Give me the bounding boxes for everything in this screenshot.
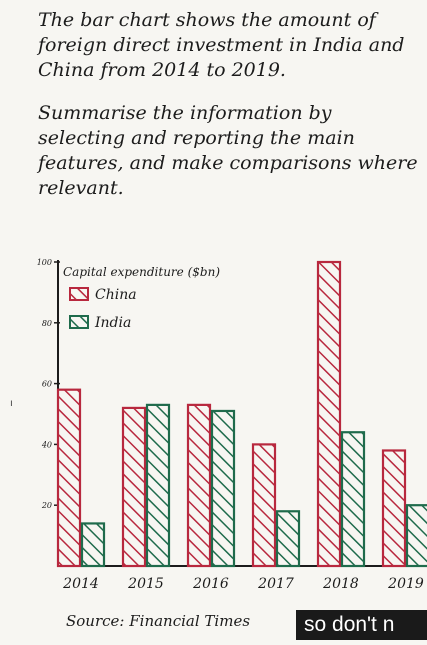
bar-china-2017 <box>253 444 275 566</box>
bar-series <box>58 262 427 566</box>
legend-swatch-india <box>70 316 88 328</box>
bar-chart: Capital expenditure ($bn) China India 20 4… <box>0 250 427 610</box>
source-label: Source: Financial Times <box>66 612 250 630</box>
x-tick-label: 2019 <box>387 576 424 592</box>
prompt-paragraph-2: Summarise the information by selecting a… <box>38 101 424 201</box>
x-tick-label: 2017 <box>257 576 294 592</box>
prompt-paragraph-1: The bar chart shows the amount of foreig… <box>38 8 424 83</box>
y-tick-label: 100 <box>37 258 52 267</box>
bar-india-2015 <box>147 405 169 566</box>
bar-india-2017 <box>277 511 299 566</box>
bar-india-2016 <box>212 411 234 566</box>
x-tick-labels: 2014 2015 2016 2017 2018 2019 <box>62 576 424 592</box>
bar-china-2019 <box>383 450 405 566</box>
bar-china-2015 <box>123 408 145 566</box>
y-tick-label: 60 <box>42 380 52 389</box>
y-tick-label: 20 <box>41 501 52 510</box>
bar-china-2014 <box>58 390 80 566</box>
legend-label-china: China <box>95 287 137 303</box>
x-tick-label: 2016 <box>192 576 229 592</box>
y-axis-label: Capital expenditure ($bn) <box>63 265 220 279</box>
legend-swatch-china <box>70 288 88 300</box>
y-tick-label: 80 <box>42 319 52 328</box>
y-tick-label: 40 <box>41 440 52 449</box>
chart-legend: China India <box>70 287 137 331</box>
bar-india-2018 <box>342 432 364 566</box>
x-tick-label: 2015 <box>127 576 164 592</box>
legend-label-india: India <box>94 315 131 331</box>
task-prompt: The bar chart shows the amount of foreig… <box>38 8 424 219</box>
bar-india-2014 <box>82 523 104 566</box>
video-caption: so don't n <box>296 610 427 640</box>
x-tick-label: 2018 <box>322 576 359 592</box>
bar-china-2018 <box>318 262 340 566</box>
y-tick-labels: 20 40 60 80 100 <box>37 258 60 510</box>
bar-china-2016 <box>188 405 210 566</box>
bar-india-2019 <box>407 505 427 566</box>
x-tick-label: 2014 <box>62 576 99 592</box>
